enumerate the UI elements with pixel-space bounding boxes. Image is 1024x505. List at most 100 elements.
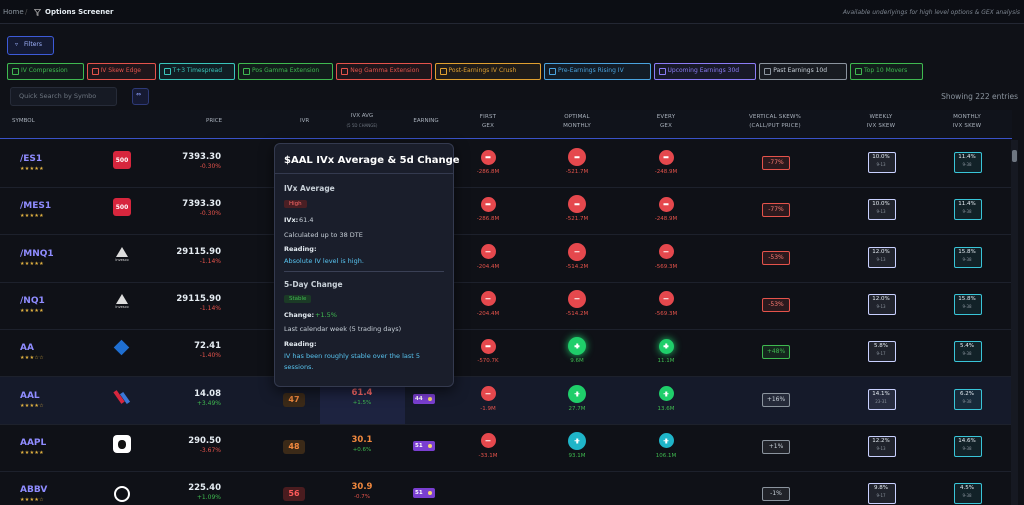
weekly-skew-range: 9-17	[876, 493, 886, 499]
preset-label: T+3 Timespread	[172, 67, 223, 74]
column-header: MONTHLY	[563, 123, 591, 129]
column-header: OPTIMAL	[564, 114, 590, 120]
preset-chip[interactable]	[238, 63, 334, 80]
gex-icon	[480, 433, 496, 449]
ivx-change: -0.7%	[354, 494, 370, 501]
column-header: PRICE	[206, 118, 223, 124]
logo	[113, 151, 131, 169]
gex-value: -1.9M	[480, 405, 496, 412]
tooltip-text: Calculated up to 38 DTE	[284, 231, 363, 239]
vertical-skew-badge: -77%	[762, 203, 790, 218]
logo-text: Invesco	[115, 304, 129, 309]
column-header: IVX SKEW	[866, 123, 896, 129]
earning-icon	[428, 396, 432, 401]
gex-icon	[658, 338, 674, 354]
symbol[interactable]: AA	[20, 343, 34, 354]
logo-text: 500	[115, 204, 129, 212]
price-change: +1.09%	[196, 494, 221, 502]
rating-stars: ★★★★★	[20, 213, 44, 220]
preset-label: Neg Gamma Extension	[350, 67, 420, 74]
weekly-skew-value: 5.8%	[874, 343, 888, 350]
monthly-skew-range: 9-38	[962, 162, 972, 167]
preset-chip[interactable]	[653, 63, 757, 80]
symbol[interactable]: AAL	[20, 390, 40, 401]
preset-chip[interactable]	[759, 63, 847, 80]
logo	[113, 198, 131, 217]
filters-button[interactable]	[7, 36, 54, 55]
gex-value: 11.1M	[657, 358, 675, 365]
ivx-value: 61.4	[351, 387, 373, 398]
weekly-skew-value: 10.0%	[872, 154, 890, 160]
symbol[interactable]: /ES1	[20, 154, 43, 164]
table-row[interactable]	[0, 187, 1011, 236]
symbol[interactable]: ABBV	[20, 485, 48, 496]
table-row[interactable]	[0, 282, 1011, 330]
monthly-skew-value: 14.6%	[958, 437, 976, 444]
symbol[interactable]: /MNQ1	[20, 248, 54, 259]
preset-label: Pos Gamma Extension	[252, 67, 320, 74]
price: 7393.30	[182, 199, 221, 210]
weekly-skew-badge	[868, 293, 896, 315]
monthly-skew-range: 9-38	[962, 351, 972, 357]
gex-value: 106.1M	[655, 452, 677, 459]
weekly-skew-range: 23-31	[875, 398, 887, 404]
symbol[interactable]: AAPL	[20, 437, 47, 448]
preset-chip[interactable]	[544, 63, 651, 80]
price-change: -1.40%	[199, 352, 221, 360]
search-input[interactable]	[10, 87, 117, 106]
monthly-skew-value: 5.4%	[960, 343, 974, 350]
monthly-skew-value: 4.5%	[960, 485, 974, 492]
scrollbar-thumb[interactable]	[1012, 150, 1017, 162]
gex-value: -248.9M	[654, 216, 678, 223]
filter-icon	[34, 9, 41, 16]
monthly-skew-range: 9-38	[962, 398, 972, 404]
weekly-skew-range: 9-17	[876, 351, 886, 357]
gex-icon	[480, 291, 496, 307]
monthly-skew-badge	[954, 152, 982, 173]
table-row[interactable]	[0, 376, 1011, 425]
breadcrumb-page: Options Screener	[45, 8, 114, 16]
table-row[interactable]	[0, 235, 1011, 283]
gex-icon	[480, 244, 496, 260]
monthly-skew-value: 15.8%	[958, 295, 976, 302]
field-label: Reading:	[284, 245, 317, 253]
gex-icon	[658, 149, 674, 165]
ivr-badge: 56	[283, 487, 305, 502]
vertical-skew-badge: -53%	[762, 297, 790, 312]
filters-icon: ▿	[15, 41, 19, 48]
field-label: Reading:	[284, 340, 317, 348]
gex-value: -204.4M	[476, 310, 500, 317]
toggle-button[interactable]	[132, 88, 149, 105]
weekly-skew-value: 10.0%	[872, 201, 890, 208]
section-title: 5-Day Change	[284, 280, 343, 289]
price: 29115.90	[176, 293, 221, 304]
preset-chip[interactable]	[336, 63, 432, 80]
preset-icon	[91, 68, 99, 75]
preset-chip[interactable]	[7, 63, 84, 80]
preset-chip[interactable]	[86, 63, 156, 80]
ivr-badge: 47	[283, 392, 305, 407]
preset-chip[interactable]	[158, 63, 235, 80]
preset-chip[interactable]	[434, 63, 541, 80]
table-row[interactable]	[0, 140, 1011, 188]
gex-value: -570.7K	[477, 358, 499, 365]
earning-days: 44	[415, 395, 423, 402]
weekly-skew-range: 9-13	[876, 445, 886, 451]
price: 290.50	[188, 435, 221, 446]
breadcrumb-home[interactable]: Home	[3, 8, 24, 16]
weekly-skew-range: 9-13	[876, 303, 886, 309]
vertical-skew-badge: -53%	[762, 250, 790, 265]
price: 7393.30	[182, 152, 221, 162]
gex-icon	[480, 149, 496, 165]
monthly-skew-value: 15.8%	[958, 248, 976, 255]
gex-icon	[568, 337, 586, 356]
gex-icon	[658, 291, 674, 307]
preset-chip[interactable]	[850, 63, 923, 80]
symbol[interactable]: /NQ1	[20, 295, 45, 306]
table-row[interactable]	[0, 424, 1011, 472]
symbol[interactable]: /MES1	[20, 201, 52, 212]
weekly-skew-badge	[868, 435, 896, 457]
logo-text: Invesco	[115, 257, 129, 262]
